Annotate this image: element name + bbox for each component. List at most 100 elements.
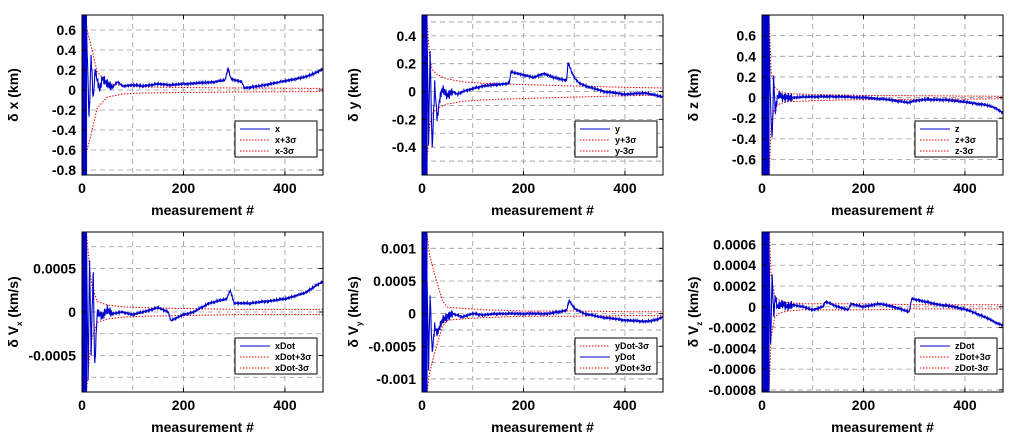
y-tick-label: 0.0004 (713, 257, 756, 273)
x-tick-label: 200 (172, 397, 196, 413)
error-series-line (768, 254, 1003, 344)
legend-label: xDot-3σ (275, 363, 309, 373)
legend-label: yDot-3σ (615, 341, 649, 351)
axes-frame (421, 14, 664, 176)
legend-label: z+3σ (955, 135, 976, 145)
initial-transient-line (422, 15, 428, 175)
y-axis-label: δ z (km) (685, 69, 701, 122)
y-tick-label: 0 (748, 299, 756, 315)
y-tick-label: -0.4 (52, 122, 76, 138)
axes-frame (421, 231, 664, 393)
plot-traces (762, 15, 1003, 175)
error-series-line (768, 40, 1003, 138)
initial-transient-line (422, 232, 428, 392)
x-tick-label: 0 (78, 180, 86, 196)
plot-traces (82, 232, 323, 392)
y-axis-label-unit: (km/s) (5, 276, 21, 321)
legend-label: yDot (615, 352, 635, 362)
y-tick-label: 0.001 (381, 240, 416, 256)
legend-label: x-3σ (275, 146, 294, 156)
y-tick-label: 0.2 (57, 62, 77, 78)
y-tick-label: -0.0002 (709, 320, 757, 336)
y-tick-label: 0.6 (737, 28, 757, 44)
x-tick-label: 200 (852, 180, 876, 196)
x-tick-label: 200 (172, 180, 196, 196)
chart-panel-5: 0 200 400 0.001 0.0005 0 -0.0005 -0.001 measurem… (345, 231, 664, 435)
x-tick-label: 200 (512, 180, 536, 196)
error-series-line (86, 246, 323, 381)
y-tick-label: 0 (68, 82, 76, 98)
legend-box (234, 337, 318, 375)
axes-frame (761, 14, 1004, 176)
plot-traces (762, 232, 1003, 392)
error-series-line (426, 281, 663, 371)
y-tick-label: 0.0006 (713, 236, 756, 252)
legend-box (914, 337, 998, 375)
legend-label: xDot+3σ (275, 352, 311, 362)
y-tick-label: 0 (68, 304, 76, 320)
y-tick-label: -0.0005 (29, 347, 77, 363)
chart-panel-6: 0 200 400 0.0006 0.0004 0.0002 0 -0.0002 -0.0004… (685, 231, 1004, 435)
y-tick-label: 0 (408, 306, 416, 322)
y-tick-label: 0.4 (397, 28, 417, 44)
x-tick-label: 400 (613, 397, 637, 413)
y-axis-label-subscript: z (695, 322, 704, 326)
y-tick-label: 0 (748, 90, 756, 106)
x-tick-label: 0 (418, 180, 426, 196)
y-tick-label: -0.6 (52, 142, 76, 158)
y-tick-label: -0.8 (52, 162, 76, 178)
legend-box (574, 120, 658, 158)
y-axis-label-unit: (km/s) (685, 277, 701, 322)
y-tick-label: -0.2 (52, 102, 76, 118)
initial-transient-line (82, 15, 88, 175)
sigma-upper-line (426, 235, 663, 313)
y-tick-label: -0.0006 (709, 361, 757, 377)
legend-label: x (275, 124, 280, 134)
x-axis-label: measurement # (151, 202, 254, 218)
legend-label: zDot+3σ (955, 352, 991, 362)
legend: zz+3σz-3σ (914, 120, 998, 158)
x-tick-label: 0 (758, 180, 766, 196)
x-axis-label: measurement # (491, 202, 594, 218)
chart-panel-1: 0 200 400 0.6 0.4 0.2 0 -0.2 -0.4 -0.6 -0.8 measure… (5, 14, 324, 218)
axes-frame (761, 231, 1004, 393)
y-tick-label: -0.001 (376, 371, 416, 387)
legend-box (574, 337, 658, 375)
y-tick-label: -0.2 (732, 110, 756, 126)
y-tick-label: 0.4 (57, 42, 77, 58)
chart-panel-3: 0 200 400 0.6 0.4 0.2 0 -0.2 -0.4 -0.6 measurement… (685, 14, 1004, 218)
legend-label: x+3σ (275, 135, 296, 145)
x-tick-label: 400 (273, 180, 297, 196)
x-axis-label: measurement # (831, 419, 934, 435)
initial-transient-line (762, 232, 770, 392)
y-axis-label-subscript: y (355, 321, 364, 326)
y-tick-label: 0.2 (397, 56, 417, 72)
y-tick-label: -0.4 (732, 131, 756, 147)
x-tick-label: 0 (418, 397, 426, 413)
y-tick-label: 0.0002 (713, 278, 756, 294)
x-axis-label: measurement # (491, 419, 594, 435)
y-axis-label-subscript: x (15, 321, 24, 326)
legend-box (914, 120, 998, 158)
y-tick-label: -0.2 (392, 111, 416, 127)
initial-transient-line (82, 232, 88, 392)
x-tick-label: 400 (613, 180, 637, 196)
x-tick-label: 400 (953, 397, 977, 413)
x-tick-label: 0 (78, 397, 86, 413)
y-tick-label: 0 (408, 84, 416, 100)
y-tick-label: -0.4 (392, 139, 416, 155)
axes-frame (81, 14, 324, 176)
legend-label: z (955, 124, 960, 134)
y-tick-label: -0.0005 (369, 338, 417, 354)
x-axis-label: measurement # (151, 419, 254, 435)
y-axis-label-unit: (km/s) (345, 276, 361, 321)
y-tick-label: 0.6 (57, 22, 77, 38)
plot-traces (422, 15, 663, 175)
legend-label: y-3σ (615, 146, 634, 156)
legend-label: y (615, 124, 620, 134)
initial-transient-line (762, 15, 770, 175)
y-tick-label: 0.0005 (373, 273, 416, 289)
